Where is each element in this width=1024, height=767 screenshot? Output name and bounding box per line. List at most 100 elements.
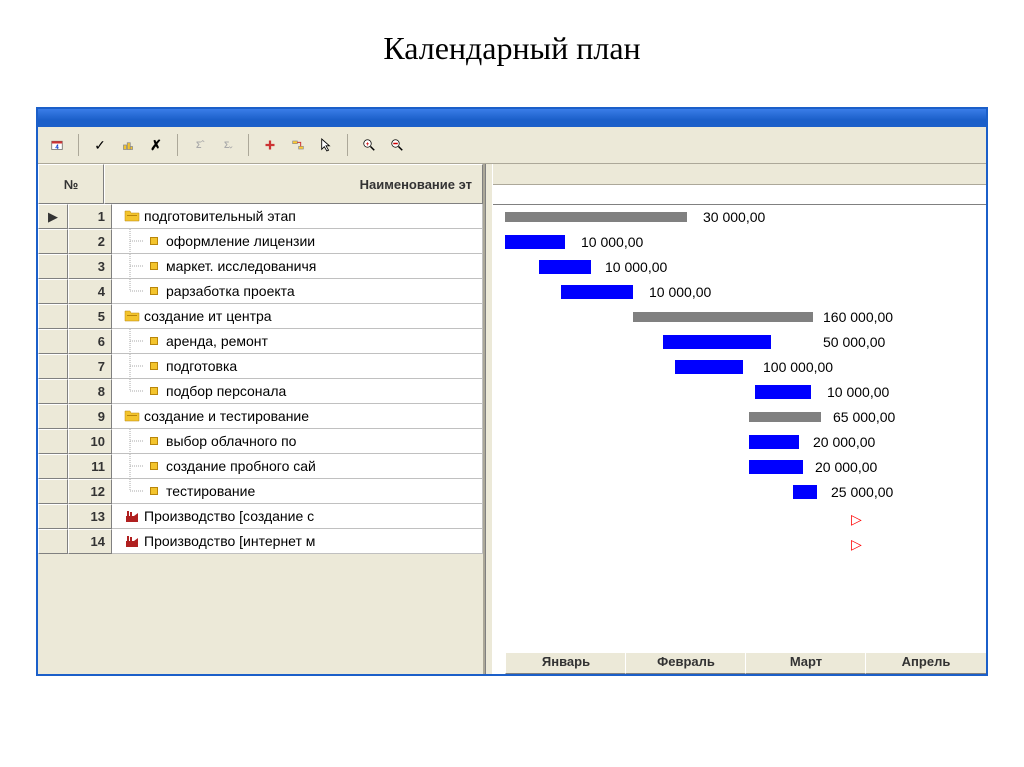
svg-text:Σ: Σ xyxy=(196,140,202,150)
row-number: 3 xyxy=(68,254,112,279)
table-row[interactable]: 11 создание пробного сай xyxy=(38,454,483,479)
row-number: 8 xyxy=(68,379,112,404)
row-number: 13 xyxy=(68,504,112,529)
table-row[interactable]: 14Производство [интернет м xyxy=(38,529,483,554)
month-header[interactable]: Февраль xyxy=(625,652,747,674)
table-row[interactable]: 2оформление лицензии xyxy=(38,229,483,254)
bullet-icon xyxy=(146,258,162,274)
zoom-out-icon[interactable] xyxy=(384,132,410,158)
row-name-cell[interactable]: Производство [создание с xyxy=(112,504,483,529)
row-name-cell[interactable]: оформление лицензии xyxy=(112,229,483,254)
add-icon[interactable] xyxy=(257,132,283,158)
task-name: создание и тестирование xyxy=(144,408,309,424)
bar-value-label: 30 000,00 xyxy=(703,209,765,225)
bullet-icon xyxy=(146,333,162,349)
separator xyxy=(78,134,79,156)
summary-bar[interactable] xyxy=(505,212,687,222)
task-bar[interactable] xyxy=(561,285,633,299)
bar-value-label: 50 000,00 xyxy=(823,334,885,350)
task-name: подготовка xyxy=(166,358,237,374)
task-name: подбор персонала xyxy=(166,383,286,399)
bar-value-label: 10 000,00 xyxy=(649,284,711,300)
row-number: 1 xyxy=(68,204,112,229)
task-name: рарзаботка проекта xyxy=(166,283,295,299)
gantt-row: 10 000,00 xyxy=(493,280,986,305)
task-bar[interactable] xyxy=(749,460,803,474)
delete-button[interactable]: ✗ xyxy=(143,132,169,158)
bar-value-label: 65 000,00 xyxy=(833,409,895,425)
task-name: маркет. исследованичя xyxy=(166,258,316,274)
row-name-cell[interactable]: создание ит центра xyxy=(112,304,483,329)
row-indicator xyxy=(38,404,68,429)
titlebar xyxy=(38,109,986,127)
bar-value-label: 100 000,00 xyxy=(763,359,833,375)
row-number: 4 xyxy=(68,279,112,304)
table-row[interactable]: 12тестирование xyxy=(38,479,483,504)
bullet-icon xyxy=(146,358,162,374)
table-row[interactable]: 5создание ит центра xyxy=(38,304,483,329)
task-bar[interactable] xyxy=(749,435,799,449)
row-number: 11 xyxy=(68,454,112,479)
table-row[interactable]: 8 подбор персонала xyxy=(38,379,483,404)
bullet-icon xyxy=(146,458,162,474)
row-name-cell[interactable]: Производство [интернет м xyxy=(112,529,483,554)
table-row[interactable]: 3 маркет. исследованичя xyxy=(38,254,483,279)
row-indicator xyxy=(38,279,68,304)
pointer-icon[interactable] xyxy=(313,132,339,158)
table-row[interactable]: 6аренда, ремонт xyxy=(38,329,483,354)
gantt-row: 10 000,00 xyxy=(493,230,986,255)
bar-value-label: 20 000,00 xyxy=(815,459,877,475)
task-bar[interactable] xyxy=(663,335,771,349)
row-name-cell[interactable]: тестирование xyxy=(112,479,483,504)
row-indicator xyxy=(38,504,68,529)
column-header-number[interactable]: № xyxy=(38,164,104,204)
month-header[interactable]: Январь xyxy=(505,652,627,674)
task-name: создание ит центра xyxy=(144,308,272,324)
row-indicator xyxy=(38,379,68,404)
row-name-cell[interactable]: подготовительный этап xyxy=(112,204,483,229)
row-name-cell[interactable]: выбор облачного по xyxy=(112,429,483,454)
summary-bar[interactable] xyxy=(633,312,813,322)
zoom-in-icon[interactable]: + xyxy=(356,132,382,158)
table-row[interactable]: ▶1подготовительный этап xyxy=(38,204,483,229)
row-indicator xyxy=(38,529,68,554)
post-button[interactable]: ✓ xyxy=(87,132,113,158)
row-name-cell[interactable]: маркет. исследованичя xyxy=(112,254,483,279)
column-header-name[interactable]: Наименование эт xyxy=(104,164,483,204)
row-name-cell[interactable]: аренда, ремонт xyxy=(112,329,483,354)
folder-icon xyxy=(124,408,140,424)
task-list-header: № Наименование эт xyxy=(38,164,483,204)
task-bar[interactable] xyxy=(505,235,565,249)
link-icon[interactable] xyxy=(285,132,311,158)
splitter[interactable] xyxy=(485,164,493,674)
table-row[interactable]: 13Производство [создание с xyxy=(38,504,483,529)
milestone-marker[interactable]: ▷ xyxy=(851,536,862,553)
gantt-row: 30 000,00 xyxy=(493,205,986,230)
table-row[interactable]: 9создание и тестирование xyxy=(38,404,483,429)
table-row[interactable]: 10выбор облачного по xyxy=(38,429,483,454)
month-header[interactable]: Апрель xyxy=(865,652,986,674)
gantt-row: 10 000,00 xyxy=(493,380,986,405)
row-number: 10 xyxy=(68,429,112,454)
row-name-cell[interactable]: подготовка xyxy=(112,354,483,379)
task-name: создание пробного сай xyxy=(166,458,316,474)
row-name-cell[interactable]: создание и тестирование xyxy=(112,404,483,429)
row-name-cell[interactable]: рарзаботка проекта xyxy=(112,279,483,304)
milestone-marker[interactable]: ▷ xyxy=(851,511,862,528)
task-name: аренда, ремонт xyxy=(166,333,268,349)
row-indicator xyxy=(38,354,68,379)
task-bar[interactable] xyxy=(539,260,591,274)
row-name-cell[interactable]: создание пробного сай xyxy=(112,454,483,479)
row-indicator xyxy=(38,429,68,454)
task-bar[interactable] xyxy=(793,485,817,499)
row-name-cell[interactable]: подбор персонала xyxy=(112,379,483,404)
row-indicator xyxy=(38,454,68,479)
task-bar[interactable] xyxy=(675,360,743,374)
calendar-icon[interactable]: 4 xyxy=(44,132,70,158)
month-header[interactable]: Март xyxy=(745,652,867,674)
table-row[interactable]: 4 рарзаботка проекта xyxy=(38,279,483,304)
table-row[interactable]: 7подготовка xyxy=(38,354,483,379)
task-bar[interactable] xyxy=(755,385,811,399)
build-icon[interactable] xyxy=(115,132,141,158)
summary-bar[interactable] xyxy=(749,412,821,422)
